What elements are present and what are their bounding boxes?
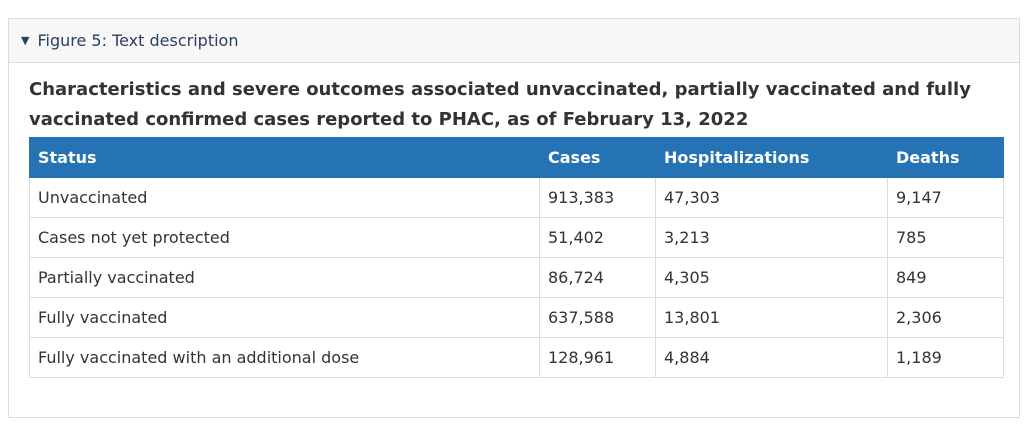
- cell-status: Cases not yet protected: [29, 217, 540, 258]
- cell-status: Unvaccinated: [29, 177, 540, 218]
- cell-deaths: 849: [887, 257, 1004, 298]
- table-header-row: Status Cases Hospitalizations Deaths: [29, 137, 1004, 178]
- cell-deaths: 2,306: [887, 297, 1004, 338]
- caret-down-icon: ▼: [21, 34, 30, 47]
- cell-cases: 128,961: [539, 337, 656, 378]
- cell-hospitalizations: 13,801: [655, 297, 888, 338]
- cell-cases: 51,402: [539, 217, 656, 258]
- cell-cases: 637,588: [539, 297, 656, 338]
- table-row: Fully vaccinated with an additional dose…: [29, 337, 1004, 378]
- cell-hospitalizations: 4,884: [655, 337, 888, 378]
- header-deaths: Deaths: [887, 137, 1004, 178]
- table-caption: Characteristics and severe outcomes asso…: [29, 79, 971, 130]
- figure-details-toggle[interactable]: ▼ Figure 5: Text description: [9, 19, 1019, 63]
- table-row: Unvaccinated 913,383 47,303 9,147: [29, 177, 1004, 218]
- header-hospitalizations: Hospitalizations: [655, 137, 888, 178]
- cell-deaths: 9,147: [887, 177, 1004, 218]
- cell-hospitalizations: 47,303: [655, 177, 888, 218]
- cell-status: Fully vaccinated: [29, 297, 540, 338]
- cell-cases: 913,383: [539, 177, 656, 218]
- cell-hospitalizations: 4,305: [655, 257, 888, 298]
- header-status: Status: [29, 137, 540, 178]
- cell-hospitalizations: 3,213: [655, 217, 888, 258]
- table-row: Fully vaccinated 637,588 13,801 2,306: [29, 297, 1004, 338]
- figure-details-summary[interactable]: Figure 5: Text description: [37, 31, 239, 50]
- cell-deaths: 1,189: [887, 337, 1004, 378]
- cell-status: Fully vaccinated with an additional dose: [29, 337, 540, 378]
- table-row: Cases not yet protected 51,402 3,213 785: [29, 217, 1004, 258]
- figure-details-panel: ▼ Figure 5: Text description Characteris…: [8, 18, 1020, 418]
- cell-cases: 86,724: [539, 257, 656, 298]
- header-cases: Cases: [539, 137, 656, 178]
- cell-status: Partially vaccinated: [29, 257, 540, 298]
- table-row: Partially vaccinated 86,724 4,305 849: [29, 257, 1004, 298]
- outcomes-table: Status Cases Hospitalizations Deaths Unv…: [29, 137, 1004, 378]
- cell-deaths: 785: [887, 217, 1004, 258]
